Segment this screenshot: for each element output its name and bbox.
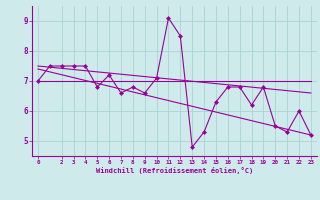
X-axis label: Windchill (Refroidissement éolien,°C): Windchill (Refroidissement éolien,°C) — [96, 167, 253, 174]
